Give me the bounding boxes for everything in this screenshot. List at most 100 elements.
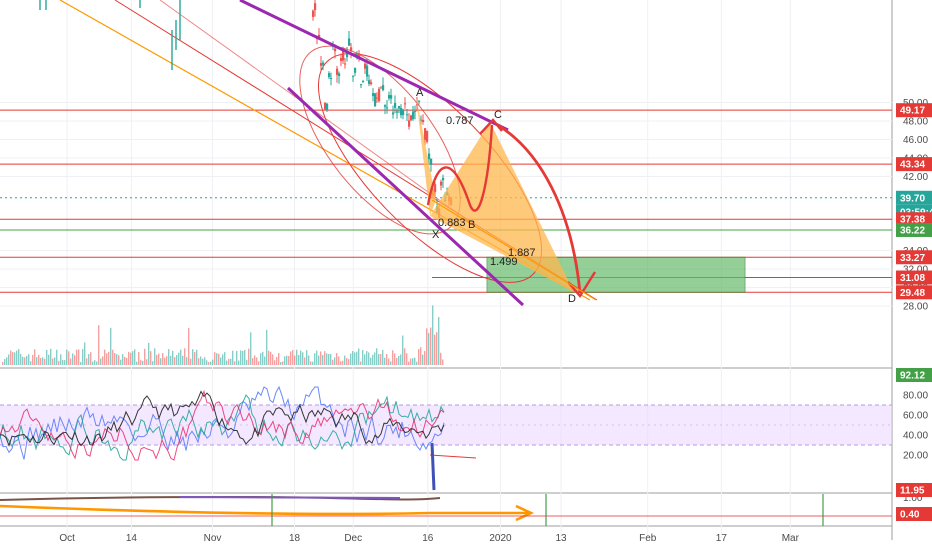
candle-body bbox=[412, 111, 415, 120]
pattern-drawings[interactable] bbox=[239, 0, 597, 307]
volume-bar bbox=[364, 354, 366, 365]
volume-bar bbox=[388, 358, 390, 365]
candle-body bbox=[406, 114, 409, 116]
volume-bar bbox=[110, 327, 112, 365]
volume-bar bbox=[62, 359, 64, 365]
price-badge bbox=[896, 250, 932, 265]
pattern-point-label: B bbox=[468, 219, 475, 231]
candle-body bbox=[338, 73, 341, 77]
volume-bar bbox=[310, 361, 312, 365]
volume-bar bbox=[74, 355, 76, 365]
volume-bar bbox=[292, 349, 294, 365]
pattern-triangle-bcd bbox=[430, 122, 574, 292]
volume-bar bbox=[112, 349, 114, 365]
volume-bar bbox=[438, 317, 440, 365]
volume-bar bbox=[418, 349, 420, 365]
candle-body bbox=[350, 47, 353, 52]
volume-bar bbox=[352, 351, 354, 365]
projected-path-down bbox=[495, 122, 582, 294]
volume-bar bbox=[72, 353, 74, 365]
volume-bar bbox=[260, 353, 262, 365]
candle-body bbox=[392, 112, 395, 115]
volume-bar bbox=[200, 356, 202, 365]
volume-bar bbox=[68, 351, 70, 365]
volume-bar bbox=[102, 356, 104, 365]
volume-bar bbox=[166, 356, 168, 365]
volume-bar bbox=[124, 356, 126, 365]
volume-bar bbox=[436, 332, 438, 365]
time-axis[interactable]: Oct 14 Nov 18 Dec 16 2020 13 Feb 17 Mar bbox=[59, 533, 799, 544]
pattern-triangle-xab bbox=[416, 96, 436, 216]
volume-bar bbox=[78, 349, 80, 365]
volume-bar bbox=[338, 356, 340, 365]
price-axis[interactable]: 50.0048.0046.0044.0042.0034.0032.0030.00… bbox=[896, 98, 932, 521]
volume-bar bbox=[284, 356, 286, 365]
volume-bar bbox=[416, 361, 418, 365]
volume-bar bbox=[306, 350, 308, 365]
volume-bar bbox=[90, 352, 92, 365]
volume-bar bbox=[210, 361, 212, 365]
y-tick-label: 40.00 bbox=[903, 431, 928, 442]
volume-bar bbox=[10, 350, 12, 365]
fib-ratio-label: 0.787 bbox=[446, 115, 474, 127]
volume-bar bbox=[186, 357, 188, 365]
oscillator-line bbox=[0, 389, 445, 461]
volume-bar bbox=[20, 353, 22, 365]
price-badge-label: 29.48 bbox=[900, 288, 925, 299]
volume-bar bbox=[94, 360, 96, 365]
y-tick-label: 60.00 bbox=[903, 411, 928, 422]
y-tick-label: 1.00 bbox=[903, 493, 923, 504]
volume-bar bbox=[246, 359, 248, 365]
volume-bar bbox=[408, 361, 410, 365]
volume-bar bbox=[196, 349, 198, 365]
volume-bar bbox=[412, 358, 414, 365]
volume-bar bbox=[424, 350, 426, 365]
oscillator-projection bbox=[429, 454, 477, 459]
volume-bar bbox=[236, 350, 238, 365]
volume-bar bbox=[194, 352, 196, 365]
x-tick-label: 17 bbox=[716, 533, 728, 544]
volume-bar bbox=[208, 361, 210, 365]
candle-body bbox=[358, 53, 361, 59]
oscillator-line bbox=[0, 385, 445, 460]
volume-bar bbox=[176, 355, 178, 365]
pattern-point-label: A bbox=[416, 87, 424, 99]
volume-bar bbox=[164, 357, 166, 365]
volume-bar bbox=[290, 351, 292, 365]
volume-bar bbox=[188, 328, 190, 365]
volume-bar bbox=[116, 354, 118, 365]
price-badge-label: 36.22 bbox=[900, 225, 925, 236]
oscillator-lines bbox=[0, 385, 477, 491]
x-tick-label: 14 bbox=[126, 533, 138, 544]
volume-bar bbox=[108, 351, 110, 365]
support-line-purple bbox=[286, 86, 525, 307]
candle-body bbox=[314, 3, 317, 11]
volume-bar bbox=[50, 348, 52, 365]
volume-bar bbox=[362, 350, 364, 365]
volume-bar bbox=[394, 353, 396, 365]
volume-bar bbox=[384, 357, 386, 365]
volume-bar bbox=[214, 352, 216, 365]
volume-bar bbox=[6, 357, 8, 365]
volume-bar bbox=[152, 361, 154, 365]
lower-indicator bbox=[0, 494, 892, 526]
volume-bar bbox=[348, 359, 350, 365]
volume-bar bbox=[14, 352, 16, 365]
candle-body bbox=[342, 50, 345, 61]
volume-bar bbox=[162, 353, 164, 365]
volume-bar bbox=[218, 353, 220, 365]
volume-bar bbox=[232, 350, 234, 365]
x-tick-label: Oct bbox=[59, 533, 75, 544]
candle-body bbox=[346, 53, 349, 58]
candle-body bbox=[404, 103, 407, 105]
volume-bar bbox=[42, 357, 44, 365]
volume-bar bbox=[426, 328, 428, 365]
horizontal-levels[interactable] bbox=[0, 109, 892, 293]
x-tick-label: Mar bbox=[782, 533, 800, 544]
volume-bar bbox=[130, 352, 132, 365]
volume-bar bbox=[398, 355, 400, 365]
candle-body bbox=[394, 103, 397, 108]
volume-bar bbox=[8, 354, 10, 365]
